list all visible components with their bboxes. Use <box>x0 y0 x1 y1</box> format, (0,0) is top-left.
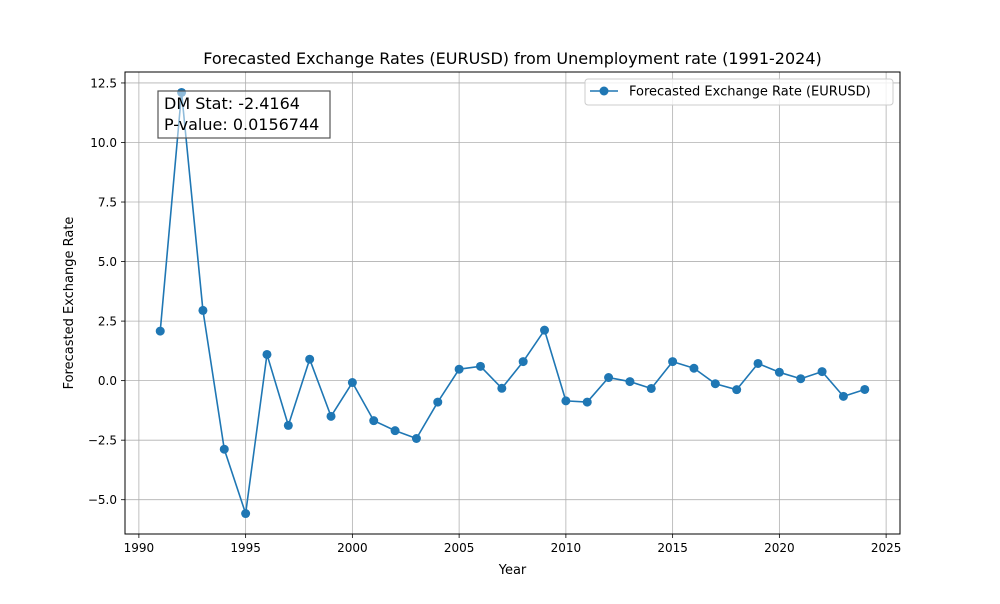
y-tick-label: 2.5 <box>98 315 117 329</box>
chart-title: Forecasted Exchange Rates (EURUSD) from … <box>203 49 822 68</box>
y-tick-label: 5.0 <box>98 255 117 269</box>
x-axis-label: Year <box>498 563 527 578</box>
legend-series-marker <box>599 86 609 96</box>
data-point <box>241 509 251 519</box>
data-point <box>305 354 315 364</box>
series-line <box>159 91 866 515</box>
x-tick-label: 2005 <box>444 541 475 555</box>
data-point <box>518 357 528 367</box>
data-point <box>668 357 678 367</box>
y-axis-label: Forecasted Exchange Rate <box>62 217 77 390</box>
y-tick-label: −2.5 <box>88 434 117 448</box>
annotation-dm-stat: DM Stat: -2.4164 <box>164 94 300 113</box>
grid-lines <box>125 72 900 534</box>
x-tick-label: 1995 <box>230 541 261 555</box>
y-tick-label: −5.0 <box>88 493 117 507</box>
x-tick-label: 2020 <box>764 541 795 555</box>
y-axis: −5.0 −2.5 0.0 2.5 5.0 7.5 10.0 12.5 <box>88 76 125 507</box>
data-point <box>646 383 656 393</box>
data-point <box>604 373 614 383</box>
y-tick-label: 0.0 <box>98 374 117 388</box>
x-tick-label: 2025 <box>871 541 902 555</box>
y-tick-label: 12.5 <box>90 76 117 90</box>
plot-area-frame <box>124 71 901 535</box>
data-point <box>561 396 571 406</box>
annotation-box-frame <box>157 90 331 139</box>
data-point <box>390 426 400 436</box>
data-point <box>454 364 464 374</box>
data-point <box>262 349 272 359</box>
legend-frame <box>584 78 894 106</box>
data-point <box>155 326 165 336</box>
y-tick-label: 7.5 <box>98 196 117 210</box>
data-point <box>732 385 742 395</box>
data-point <box>411 434 421 444</box>
y-tick-label: 10.0 <box>90 136 117 150</box>
data-point <box>283 420 293 430</box>
data-point <box>540 325 550 335</box>
x-tick-label: 2000 <box>337 541 368 555</box>
x-tick-label: 2010 <box>551 541 582 555</box>
data-point <box>625 377 635 387</box>
data-point <box>838 391 848 401</box>
data-point <box>347 378 357 388</box>
data-point <box>774 367 784 377</box>
x-tick-label: 2015 <box>657 541 688 555</box>
data-point <box>796 374 806 384</box>
data-point <box>369 416 379 426</box>
data-point <box>219 444 229 454</box>
data-point <box>198 305 208 315</box>
legend: Forecasted Exchange Rate (EURUSD) <box>584 78 894 106</box>
data-point <box>433 397 443 407</box>
data-point <box>582 397 592 407</box>
data-point <box>475 361 485 371</box>
data-point <box>326 411 336 421</box>
data-point <box>860 384 870 394</box>
x-axis: 1990 1995 2000 2005 2010 2015 2020 2025 <box>124 534 902 555</box>
data-point <box>753 358 763 368</box>
data-point <box>497 383 507 393</box>
annotation-box: DM Stat: -2.4164 P-value: 0.0156744 <box>157 90 331 139</box>
x-tick-label: 1990 <box>124 541 155 555</box>
data-point <box>710 379 720 389</box>
legend-series-label: Forecasted Exchange Rate (EURUSD) <box>629 85 871 100</box>
data-point <box>689 363 699 373</box>
data-point <box>817 367 827 377</box>
annotation-p-value: P-value: 0.0156744 <box>164 115 319 134</box>
